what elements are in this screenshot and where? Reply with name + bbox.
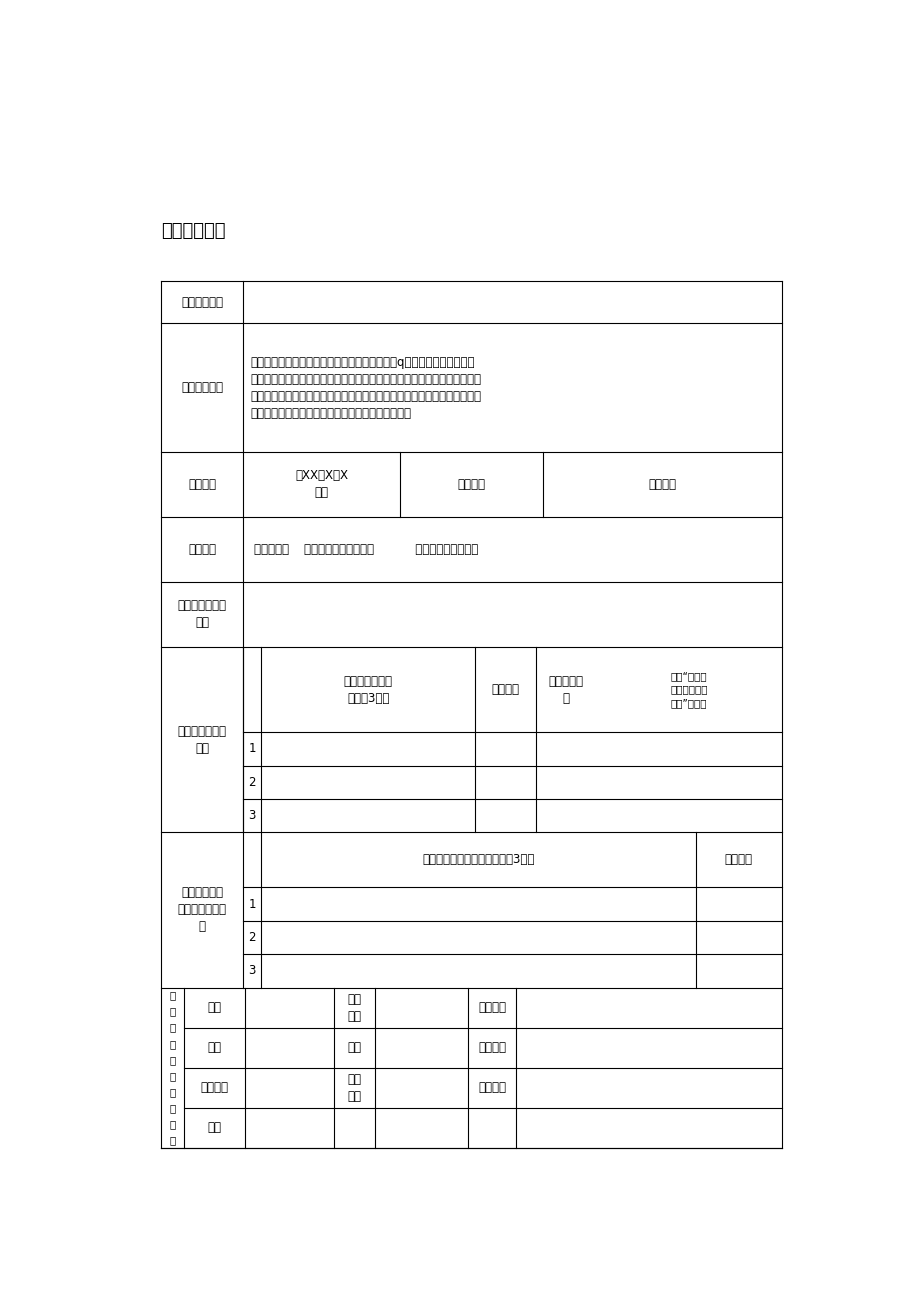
Text: 办学场所: 办学场所 [188, 543, 216, 556]
Text: 工作年限: 工作年限 [200, 1081, 228, 1094]
Text: 产业学院全称: 产业学院全称 [181, 295, 223, 308]
Text: 基: 基 [169, 1119, 176, 1129]
Text: 在读学生总
数: 在读学生总 数 [548, 674, 583, 705]
Text: 共建专业点名称
（限填3个）: 共建专业点名称 （限填3个） [343, 674, 392, 705]
Text: 合作共建企业
（单位）基本信
息: 合作共建企业 （单位）基本信 息 [177, 886, 227, 933]
Text: 学: 学 [169, 1086, 176, 1097]
Text: 口汽车口农产品加工口旅游口化工口医药健康口ԛ金建材口电子信息口装
备制造口轻工纵织口冰雪口新型汽车口生物医药口新材料、新能源口航天航
空口现代物流口金融服务口研: 口汽车口农产品加工口旅游口化工口医药健康口ԛ金建材口电子信息口装 备制造口轻工纵… [250, 355, 481, 419]
Text: 口学校内部    口企业内部口产业园区           口其他独立办学场所: 口学校内部 口企业内部口产业园区 口其他独立办学场所 [254, 543, 478, 556]
Text: 办公
电话: 办公 电话 [347, 1073, 361, 1103]
Text: 手机号码: 手机号码 [478, 1081, 505, 1094]
Text: 一、基本情况: 一、基本情况 [161, 222, 225, 241]
Text: 2: 2 [248, 775, 255, 788]
Text: （XX年X月X
日）: （XX年X月X 日） [295, 470, 348, 500]
Text: 开设时间: 开设时间 [491, 683, 519, 696]
Text: 虎: 虎 [169, 1103, 176, 1112]
Text: 本: 本 [169, 1038, 176, 1049]
Text: 息: 息 [169, 1055, 176, 1064]
Text: 是否“国家级
（省级）一流
专业”建设点: 是否“国家级 （省级）一流 专业”建设点 [669, 671, 707, 708]
Text: 共建专业点基本
信息: 共建专业点基本 信息 [177, 725, 227, 755]
Text: 信: 信 [169, 1134, 176, 1145]
Text: 政治
面貌: 政治 面貌 [347, 993, 361, 1023]
Text: 专业职称: 专业职称 [478, 1041, 505, 1054]
Text: 院: 院 [169, 1007, 176, 1016]
Text: 合作企业（单位）名称（限填3个）: 合作企业（单位）名称（限填3个） [422, 853, 534, 866]
Text: 3: 3 [248, 809, 255, 822]
Text: 长: 长 [169, 1023, 176, 1033]
Text: 相关产业领域: 相关产业领域 [181, 381, 223, 394]
Text: 口是口否: 口是口否 [648, 477, 675, 490]
Text: 学位: 学位 [347, 1041, 361, 1054]
Text: 3: 3 [248, 964, 255, 977]
Text: 主要: 主要 [208, 1121, 221, 1134]
Text: 学历: 学历 [208, 1041, 221, 1054]
Text: 业: 业 [169, 990, 176, 1000]
Text: 组建时间: 组建时间 [188, 477, 216, 490]
Text: 产: 产 [169, 1071, 176, 1081]
Text: 2: 2 [248, 932, 255, 945]
Text: 产业类型: 产业类型 [724, 853, 752, 866]
Text: 共同参与的管理
机构: 共同参与的管理 机构 [177, 600, 227, 630]
Text: 党政职务: 党政职务 [478, 1002, 505, 1013]
Text: 1: 1 [248, 743, 255, 756]
Text: 1: 1 [248, 898, 255, 911]
Text: 独立设置: 独立设置 [457, 477, 485, 490]
Text: 姓名: 姓名 [208, 1002, 221, 1013]
